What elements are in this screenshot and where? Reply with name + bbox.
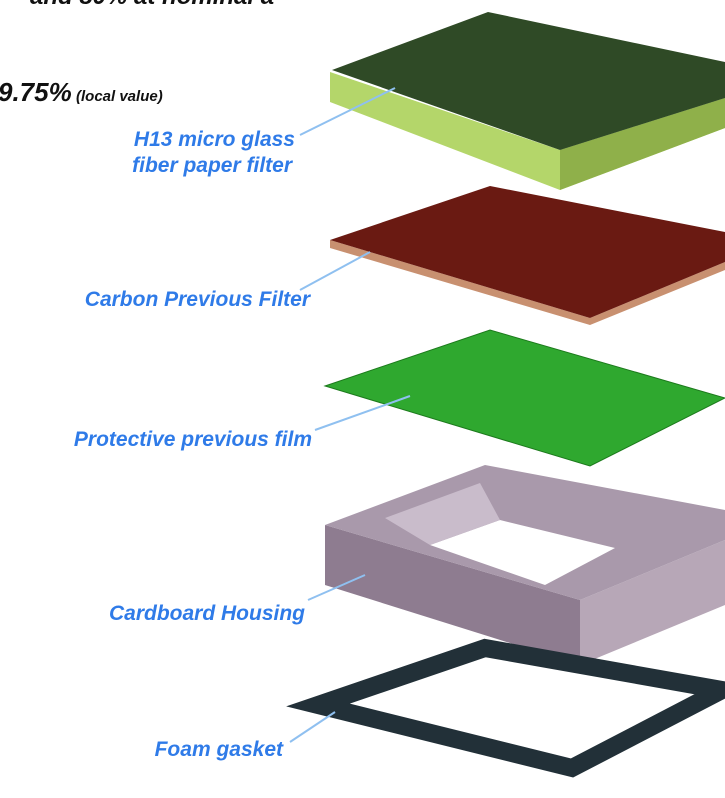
carbon-filter xyxy=(330,186,725,325)
efficiency-note: (local value) xyxy=(76,88,163,105)
h13-filter xyxy=(330,12,725,190)
leader-line xyxy=(299,251,371,291)
leader-line xyxy=(289,711,336,743)
layer-label: Cardboard Housing xyxy=(109,602,305,625)
layer-label: fiber paper filter xyxy=(132,154,294,177)
efficiency: 9.75% xyxy=(0,77,72,107)
layer-label: Foam gasket xyxy=(155,738,284,761)
leader-line xyxy=(299,87,396,136)
protective-film xyxy=(323,329,725,467)
layer-label: H13 micro glass xyxy=(134,128,295,151)
leader-line xyxy=(307,574,366,601)
leader-line xyxy=(314,395,411,431)
layer-label: Carbon Previous Filter xyxy=(85,288,312,311)
layer-label: Protective previous film xyxy=(74,428,312,451)
cardboard-housing xyxy=(325,465,725,665)
top-line: and 80% at nominal a xyxy=(30,0,274,10)
foam-gasket xyxy=(286,638,725,778)
